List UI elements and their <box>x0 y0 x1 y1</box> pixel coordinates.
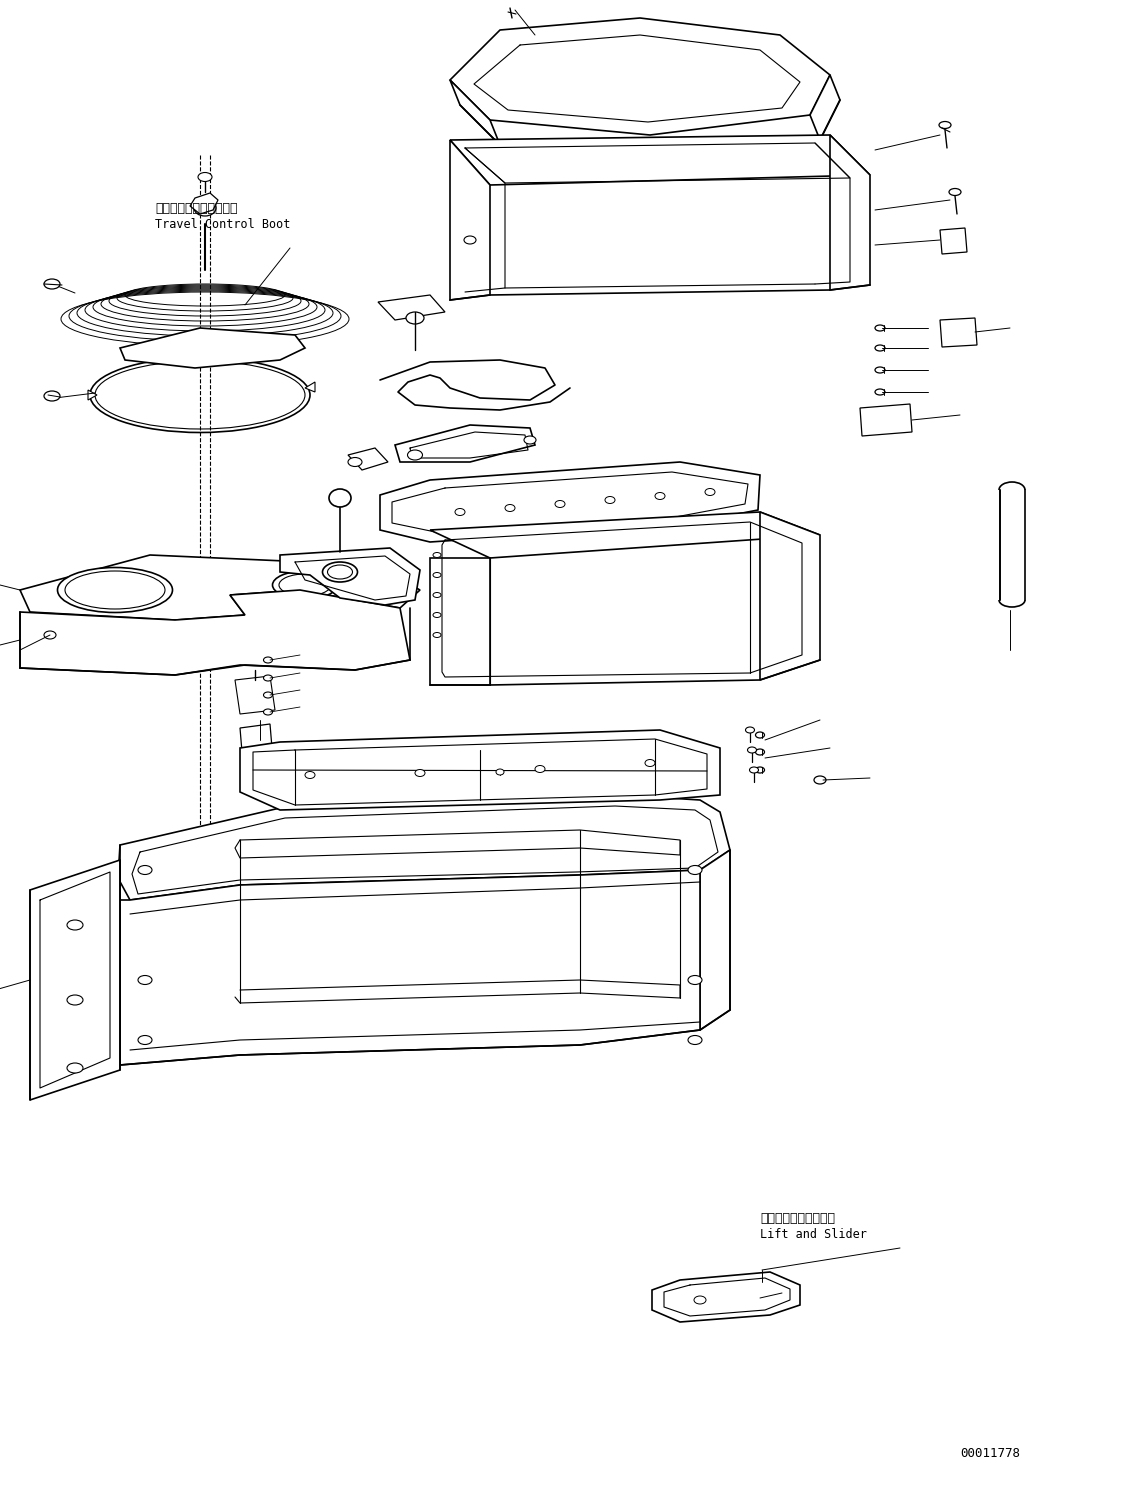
Ellipse shape <box>814 776 825 785</box>
Ellipse shape <box>138 865 152 874</box>
Text: Travel Control Boot: Travel Control Boot <box>155 217 290 231</box>
Ellipse shape <box>264 657 273 663</box>
Ellipse shape <box>433 633 441 637</box>
Polygon shape <box>450 135 870 185</box>
Ellipse shape <box>433 612 441 618</box>
Polygon shape <box>121 870 700 1065</box>
Polygon shape <box>380 462 760 542</box>
Polygon shape <box>450 80 500 144</box>
Polygon shape <box>305 383 315 392</box>
Ellipse shape <box>694 1295 706 1304</box>
Polygon shape <box>940 228 966 255</box>
Ellipse shape <box>67 1063 83 1074</box>
Ellipse shape <box>755 749 764 755</box>
Ellipse shape <box>555 500 565 508</box>
Ellipse shape <box>264 692 273 698</box>
Ellipse shape <box>645 759 655 767</box>
Ellipse shape <box>138 975 152 984</box>
Ellipse shape <box>433 593 441 597</box>
Ellipse shape <box>688 1035 702 1044</box>
Ellipse shape <box>939 122 951 128</box>
Ellipse shape <box>875 389 885 395</box>
Ellipse shape <box>536 765 545 773</box>
Ellipse shape <box>655 493 665 499</box>
Ellipse shape <box>407 450 423 460</box>
Polygon shape <box>652 1272 800 1322</box>
Ellipse shape <box>194 200 216 216</box>
Ellipse shape <box>67 920 83 931</box>
Ellipse shape <box>875 345 885 351</box>
Polygon shape <box>700 850 730 1030</box>
Polygon shape <box>348 448 388 471</box>
Ellipse shape <box>44 392 60 401</box>
Ellipse shape <box>705 488 715 496</box>
Ellipse shape <box>875 366 885 374</box>
Polygon shape <box>760 512 820 680</box>
Ellipse shape <box>264 675 273 680</box>
Polygon shape <box>830 135 870 290</box>
Ellipse shape <box>688 865 702 874</box>
Ellipse shape <box>746 727 755 733</box>
Polygon shape <box>940 319 977 347</box>
Polygon shape <box>118 795 730 899</box>
Polygon shape <box>430 512 820 558</box>
Ellipse shape <box>875 325 885 331</box>
Polygon shape <box>810 74 840 140</box>
Text: 走行コントロールブート: 走行コントロールブート <box>155 203 238 214</box>
Polygon shape <box>20 555 420 619</box>
Ellipse shape <box>323 561 357 582</box>
Polygon shape <box>121 328 305 368</box>
Ellipse shape <box>455 509 465 515</box>
Polygon shape <box>88 390 97 401</box>
Ellipse shape <box>415 770 425 776</box>
Text: Lift and Slider: Lift and Slider <box>760 1228 866 1240</box>
Ellipse shape <box>464 235 476 244</box>
Ellipse shape <box>433 552 441 557</box>
Ellipse shape <box>496 768 504 774</box>
Polygon shape <box>280 548 420 605</box>
Ellipse shape <box>138 1035 152 1044</box>
Ellipse shape <box>605 496 615 503</box>
Ellipse shape <box>749 767 758 773</box>
Ellipse shape <box>305 771 315 779</box>
Ellipse shape <box>755 733 764 739</box>
Text: 00011778: 00011778 <box>960 1447 1020 1461</box>
Ellipse shape <box>264 709 273 715</box>
Ellipse shape <box>688 975 702 984</box>
Polygon shape <box>860 404 912 436</box>
Polygon shape <box>190 194 218 214</box>
Ellipse shape <box>67 995 83 1005</box>
Ellipse shape <box>406 313 424 325</box>
Ellipse shape <box>755 767 764 773</box>
Polygon shape <box>240 724 272 752</box>
Ellipse shape <box>329 488 351 506</box>
Polygon shape <box>20 590 410 675</box>
Ellipse shape <box>433 572 441 578</box>
Polygon shape <box>30 861 121 1100</box>
Ellipse shape <box>348 457 362 466</box>
Ellipse shape <box>273 570 338 599</box>
Polygon shape <box>377 295 445 320</box>
Polygon shape <box>450 140 490 299</box>
Ellipse shape <box>747 747 756 753</box>
Polygon shape <box>235 676 275 715</box>
Ellipse shape <box>44 631 56 639</box>
Polygon shape <box>240 730 720 810</box>
Ellipse shape <box>198 173 211 182</box>
Polygon shape <box>450 18 830 135</box>
Polygon shape <box>395 424 536 462</box>
Text: リフトおよびスライダ: リフトおよびスライダ <box>760 1212 835 1225</box>
Ellipse shape <box>44 278 60 289</box>
Ellipse shape <box>58 567 173 612</box>
Ellipse shape <box>524 436 536 444</box>
Polygon shape <box>430 558 490 685</box>
Ellipse shape <box>505 505 515 512</box>
Ellipse shape <box>949 189 961 195</box>
